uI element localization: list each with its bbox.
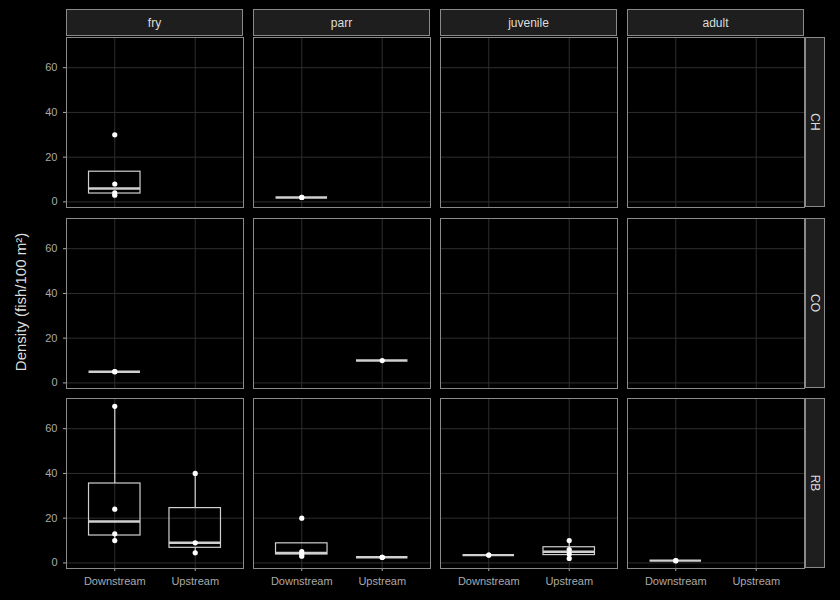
svg-text:0: 0: [51, 195, 57, 207]
html-text:adult: adult: [702, 15, 729, 30]
svg-text:60: 60: [45, 61, 57, 73]
svg-text:Downstream: Downstream: [271, 575, 333, 587]
svg-text:0: 0: [51, 376, 57, 388]
svg-text:20: 20: [45, 151, 57, 163]
svg-text:Downstream: Downstream: [458, 575, 520, 587]
html-text:parr: parr: [330, 15, 353, 30]
html-text:juvenile: juvenile: [508, 15, 549, 30]
svg-text:Upstream: Upstream: [732, 575, 780, 587]
svg-text:0: 0: [51, 556, 57, 568]
html-text:fry: fry: [147, 15, 162, 30]
svg-text:20: 20: [45, 332, 57, 344]
svg-text:60: 60: [45, 242, 57, 254]
svg-text:60: 60: [45, 422, 57, 434]
svg-text:40: 40: [45, 106, 57, 118]
svg-text:Upstream: Upstream: [358, 575, 406, 587]
html-text:CH: CH: [808, 113, 822, 131]
svg-text:Downstream: Downstream: [645, 575, 707, 587]
svg-text:Downstream: Downstream: [84, 575, 146, 587]
html-text:Density (fish/100 m²): Density (fish/100 m²): [11, 232, 29, 372]
svg-text:Upstream: Upstream: [171, 575, 219, 587]
svg-text:40: 40: [45, 287, 57, 299]
svg-text:Upstream: Upstream: [545, 575, 593, 587]
html-text:RB: RB: [808, 474, 822, 492]
svg-text:20: 20: [45, 512, 57, 524]
html-text:CO: CO: [808, 294, 822, 312]
svg-text:40: 40: [45, 467, 57, 479]
